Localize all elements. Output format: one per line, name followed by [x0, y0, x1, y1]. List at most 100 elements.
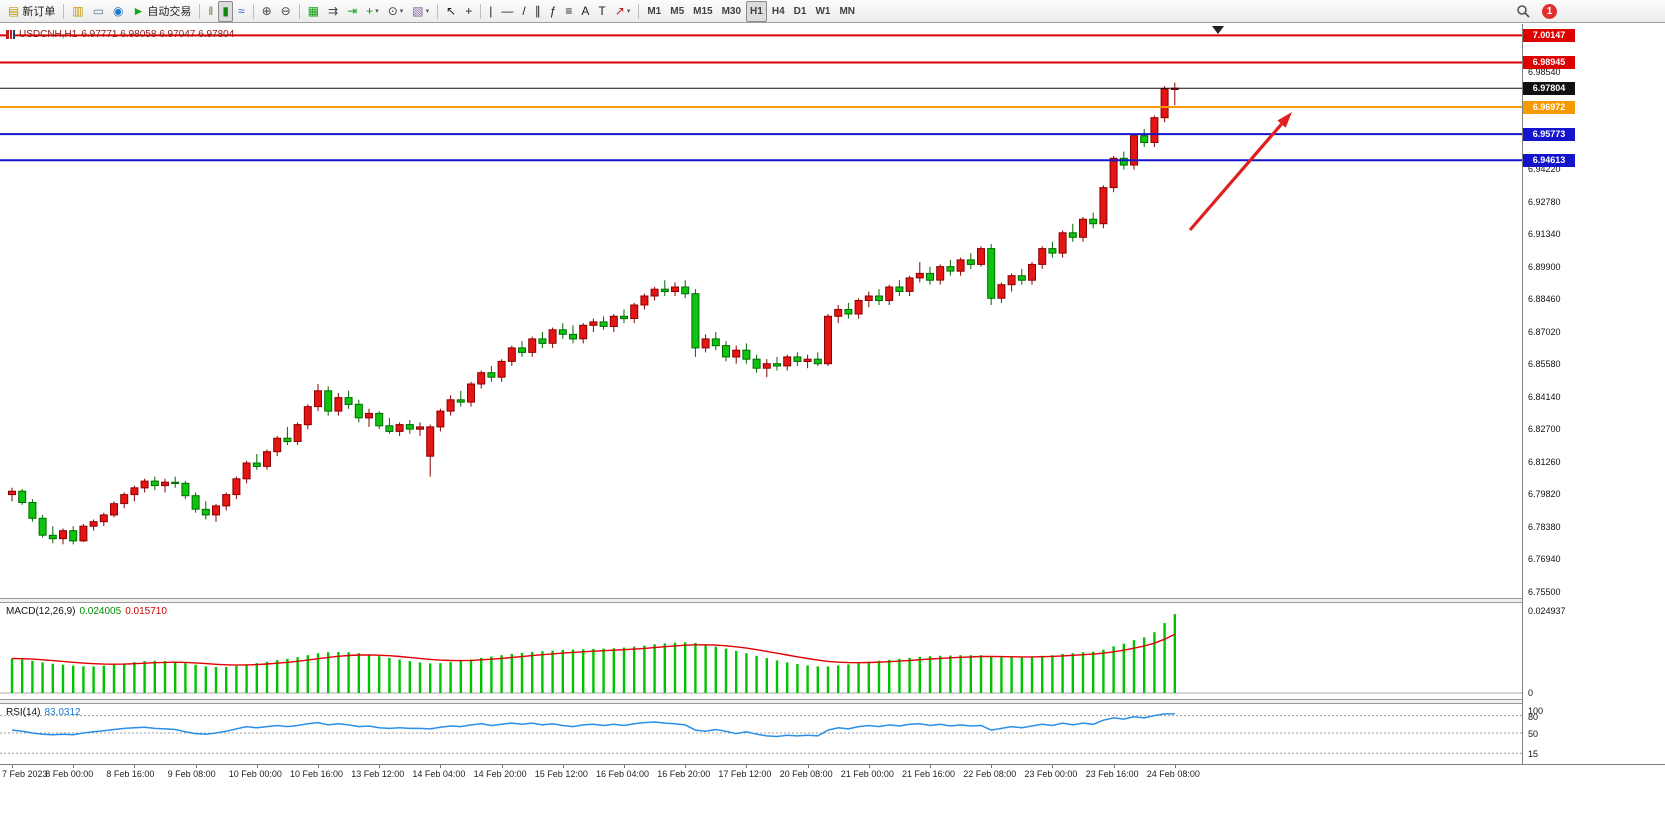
- time-tick: [12, 765, 13, 768]
- macd-title: MACD(12,26,9): [6, 606, 76, 617]
- data-window-button[interactable]: ▭: [89, 1, 108, 22]
- periods-button[interactable]: ⊙ ▾: [384, 1, 408, 22]
- time-axis[interactable]: 7 Feb 2023 8 Feb 00:00 8 Feb 16:00 9 Feb 08…: [0, 764, 1665, 789]
- timeframe-h4-button[interactable]: H4: [768, 1, 789, 22]
- macd-axis-zero-label: 0: [1528, 688, 1534, 698]
- time-axis-label: 24 Feb 08:00: [1146, 769, 1200, 779]
- price-tick-label: 6.82700: [1528, 424, 1561, 435]
- fibonacci-button[interactable]: ƒ: [546, 1, 561, 22]
- button-label: M30: [721, 5, 742, 17]
- zoom-out-button[interactable]: ⊖: [277, 1, 295, 22]
- chevron-down-icon: ▾: [399, 8, 404, 15]
- zoom-in-button[interactable]: ⊕: [258, 1, 276, 22]
- clock-icon: ⊙: [387, 4, 398, 18]
- bar-chart-mode-button[interactable]: ‖: [204, 1, 217, 22]
- auto-scroll-button[interactable]: ⇉: [324, 1, 342, 22]
- panel-splitter[interactable]: [0, 699, 1665, 704]
- new-order-icon: ▤: [8, 4, 20, 18]
- price-tick-label: 6.98540: [1528, 66, 1561, 77]
- price-line-badge: 7.00147: [1523, 28, 1575, 42]
- arrow-icon: ↗: [614, 4, 625, 18]
- price-line-badge: 6.95773: [1523, 127, 1575, 141]
- market-watch-button[interactable]: ▥: [68, 1, 87, 22]
- time-tick: [1113, 765, 1115, 768]
- arrows-button[interactable]: ↗ ▾: [611, 1, 635, 22]
- time-axis-label: 20 Feb 08:00: [779, 769, 833, 779]
- timeframe-m1-button[interactable]: M1: [643, 1, 665, 22]
- price-axis[interactable]: 6.98540 6.94220 6.92780 6.91340 6.89900 6.884…: [1522, 24, 1665, 764]
- price-tick-label: 6.78380: [1528, 521, 1561, 532]
- bars-icon: ‖: [208, 4, 214, 18]
- text-button[interactable]: A: [577, 1, 593, 22]
- price-line-badge: 6.96972: [1523, 100, 1575, 114]
- autotrade-button[interactable]: ► 自动交易: [129, 1, 196, 22]
- timeframe-m15-button[interactable]: M15: [689, 1, 716, 22]
- price-tick-label: 6.75500: [1528, 586, 1561, 597]
- button-label: H1: [750, 5, 763, 17]
- play-icon: ►: [132, 4, 145, 18]
- trendline-button[interactable]: /: [518, 1, 529, 22]
- macd-value: 0.024005: [79, 606, 122, 617]
- rsi-level-label: 80: [1528, 711, 1539, 722]
- shapes-button[interactable]: ≡: [561, 1, 576, 22]
- new-order-button[interactable]: ▤ 新订单: [4, 1, 59, 22]
- macd-signal-value: 0.015710: [125, 606, 167, 617]
- search-button[interactable]: [1512, 1, 1534, 22]
- time-tick: [624, 765, 625, 768]
- chart-position-marker: [1212, 26, 1224, 34]
- timeframe-m30-button[interactable]: M30: [718, 1, 745, 22]
- line-chart-mode-button[interactable]: ≈: [234, 1, 249, 22]
- macd-panel[interactable]: [0, 603, 1522, 699]
- price-chart[interactable]: [0, 24, 1522, 598]
- time-tick: [379, 765, 381, 768]
- community-button[interactable]: ◉: [109, 1, 127, 22]
- horizontal-line-button[interactable]: —: [497, 1, 517, 22]
- indicators-button[interactable]: + ▾: [362, 1, 383, 22]
- time-tick: [746, 765, 748, 768]
- button-label: W1: [815, 5, 831, 17]
- timeframe-w1-button[interactable]: W1: [811, 1, 834, 22]
- label-icon: T: [598, 4, 606, 18]
- crosshair-icon: +: [465, 4, 473, 18]
- rsi-title: RSI(14): [6, 707, 41, 718]
- text-label-button[interactable]: T: [594, 1, 609, 22]
- templates-button[interactable]: ▧ ▾: [408, 1, 433, 22]
- macd-histogram: [10, 614, 1177, 693]
- notification-badge[interactable]: 1: [1542, 3, 1557, 19]
- chevron-down-icon: ▾: [375, 8, 379, 15]
- timeframe-mn-button[interactable]: MN: [835, 1, 859, 22]
- chart-title-icon: [6, 30, 15, 39]
- price-tick-label: 6.91340: [1528, 229, 1561, 240]
- candlestick-mode-button[interactable]: ▮: [218, 0, 233, 22]
- time-axis-label: 21 Feb 16:00: [902, 769, 956, 779]
- price-tick-label: 6.92780: [1528, 196, 1561, 207]
- time-axis-label: 14 Feb 20:00: [473, 769, 527, 779]
- time-tick: [868, 765, 870, 768]
- timeframe-h1-button[interactable]: H1: [746, 0, 767, 22]
- price-tick-label: 6.89900: [1528, 261, 1561, 272]
- globe-icon: ◉: [113, 4, 124, 18]
- time-tick: [318, 765, 319, 768]
- crosshair-button[interactable]: +: [461, 1, 476, 22]
- time-axis-label: 23 Feb 00:00: [1024, 769, 1078, 779]
- horizontal-line-icon: —: [501, 4, 514, 18]
- auto-scroll-icon: ⇉: [328, 4, 339, 18]
- chart-shift-button[interactable]: ⇥: [343, 1, 361, 22]
- tile-windows-button[interactable]: ▦: [304, 1, 323, 22]
- channel-button[interactable]: ∥: [531, 1, 545, 22]
- panel-splitter[interactable]: [0, 598, 1665, 603]
- candlestick-icon: ▮: [222, 4, 229, 18]
- time-tick: [73, 765, 75, 768]
- price-tick-label: 6.85580: [1528, 359, 1561, 370]
- price-tick-label: 6.84140: [1528, 391, 1561, 402]
- plus-icon: +: [366, 4, 374, 18]
- timeframe-m5-button[interactable]: M5: [666, 1, 688, 22]
- trend-arrow[interactable]: [1188, 123, 1283, 232]
- rsi-panel[interactable]: [0, 704, 1522, 762]
- toolbar-separator: [437, 3, 439, 19]
- time-tick: [991, 765, 993, 768]
- price-tick-label: 6.79820: [1528, 489, 1561, 500]
- cursor-button[interactable]: ↖: [442, 1, 460, 22]
- vertical-line-button[interactable]: |: [485, 1, 496, 22]
- timeframe-d1-button[interactable]: D1: [790, 1, 811, 22]
